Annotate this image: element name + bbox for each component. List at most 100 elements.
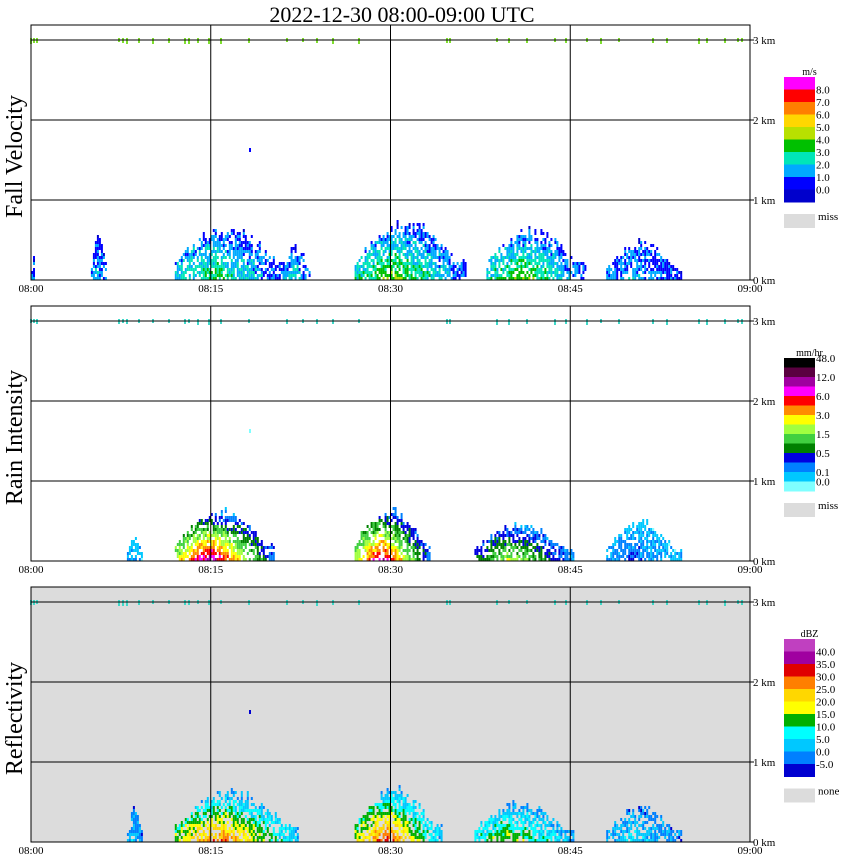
echo-cell	[616, 274, 619, 277]
echo-cell	[252, 540, 255, 543]
echo-cell	[464, 265, 467, 268]
echo-cell	[222, 244, 225, 247]
echo-cell	[180, 259, 183, 262]
echo-cell	[140, 839, 143, 842]
echo-cell	[258, 250, 261, 253]
echo-cell	[238, 247, 241, 250]
echo-cell	[136, 833, 139, 836]
echo-cell	[646, 540, 649, 543]
echo-cell	[412, 833, 415, 836]
echo-cell	[638, 809, 641, 812]
echo-cell	[492, 824, 495, 827]
echo-cell	[208, 830, 211, 833]
echo-cell	[33, 256, 35, 259]
echo-cell	[220, 528, 223, 531]
echo-cell	[176, 271, 179, 274]
echo-cell	[208, 262, 211, 265]
echo-cell	[534, 247, 537, 250]
echo-cell	[278, 268, 281, 271]
echo-cell	[520, 268, 523, 271]
echo-cell	[386, 241, 389, 244]
echo-cell	[244, 528, 247, 531]
echo-cell	[214, 558, 217, 561]
echo-cell	[536, 543, 539, 546]
echo-cell	[644, 821, 647, 824]
echo-cell	[630, 534, 633, 537]
echo-cell	[650, 250, 653, 253]
echo-cell	[242, 558, 245, 561]
echo-cell	[526, 803, 529, 806]
echo-cell	[416, 534, 419, 537]
echo-cell	[650, 830, 653, 833]
echo-cell	[678, 552, 681, 555]
echo-cell	[382, 241, 385, 244]
echo-cell	[386, 543, 389, 546]
echo-cell	[652, 833, 655, 836]
echo-cell	[636, 543, 639, 546]
echo-cell	[258, 818, 261, 821]
echo-cell	[404, 265, 407, 268]
echo-cell	[228, 274, 231, 277]
echo-cell	[234, 277, 237, 280]
echo-cell	[194, 821, 197, 824]
echo-cell	[642, 812, 645, 815]
echo-cell	[204, 528, 207, 531]
echo-cell	[386, 537, 389, 540]
echo-cell	[474, 833, 477, 836]
echo-cell	[238, 824, 241, 827]
echo-cell	[552, 256, 555, 259]
echo-cell	[176, 555, 179, 558]
echo-cell	[184, 253, 187, 256]
echo-cell	[102, 262, 105, 265]
echo-cell	[186, 821, 189, 824]
echo-cell	[260, 259, 263, 262]
echo-cell	[230, 546, 233, 549]
echo-cell	[488, 821, 491, 824]
echo-cell	[212, 827, 215, 830]
echo-cell	[192, 253, 195, 256]
echo-cell	[612, 549, 615, 552]
colorbar-swatch	[784, 415, 815, 425]
echo-cell	[422, 274, 425, 277]
echo-cell	[518, 531, 521, 534]
echo-cell	[96, 277, 99, 280]
echo-cell	[570, 555, 573, 558]
echo-cell	[372, 552, 375, 555]
echo-cell	[496, 531, 499, 534]
echo-cell	[550, 256, 553, 259]
echo-cell	[94, 265, 97, 268]
echo-cell	[634, 821, 637, 824]
echo-cell	[642, 265, 645, 268]
echo-cell	[504, 546, 507, 549]
echo-cell	[524, 241, 527, 244]
echo-cell	[534, 827, 537, 830]
echo-cell	[496, 839, 499, 842]
echo-cell	[420, 256, 423, 259]
echo-cell	[182, 253, 185, 256]
echo-cell	[540, 558, 543, 561]
echo-cell	[420, 271, 423, 274]
echo-cell	[238, 250, 241, 253]
echo-cell	[508, 543, 511, 546]
echo-cell	[394, 794, 397, 797]
echo-cell	[274, 836, 277, 839]
echo-cell	[306, 268, 309, 271]
echo-cell	[230, 268, 233, 271]
echo-cell	[250, 265, 253, 268]
x-tick-label: 08:30	[378, 845, 404, 857]
echo-cell	[498, 259, 501, 262]
echo-cell	[640, 241, 643, 244]
echo-cell	[374, 522, 377, 525]
echo-cell	[552, 818, 555, 821]
echo-cell	[218, 794, 221, 797]
echo-cell	[384, 268, 387, 271]
echo-cell	[620, 268, 623, 271]
echo-cell	[616, 833, 619, 836]
echo-cell	[214, 229, 217, 232]
echo-cell	[244, 265, 247, 268]
top-layer-speck	[600, 38, 602, 44]
echo-cell	[512, 271, 515, 274]
echo-cell	[250, 274, 253, 277]
echo-cell	[282, 268, 285, 271]
